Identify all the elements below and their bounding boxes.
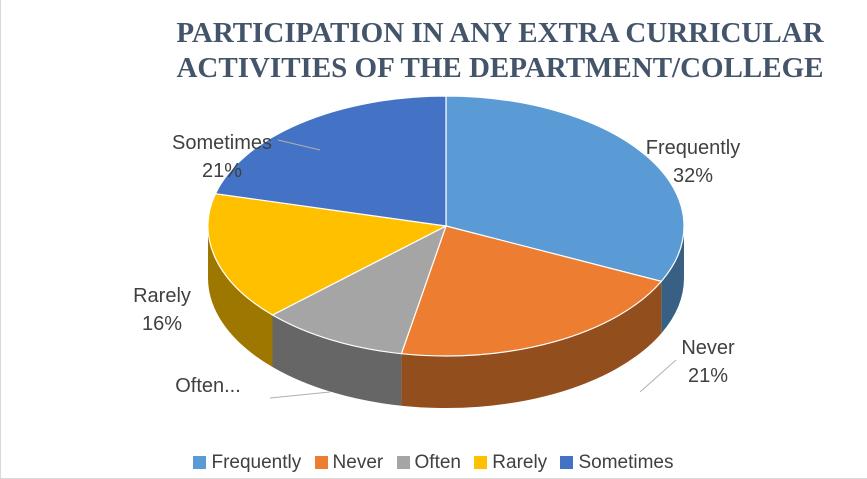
- pie-tops: [207, 95, 685, 357]
- leader-line-often: [269, 391, 331, 399]
- chart-title-line-1: PARTICIPATION IN ANY EXTRA CURRICULAR: [176, 17, 824, 49]
- chart-title: PARTICIPATION IN ANY EXTRA CURRICULAR AC…: [140, 16, 860, 86]
- legend-label: Frequently: [211, 452, 302, 473]
- data-label-never: Never: [681, 337, 735, 359]
- pie-labels: Frequently 32% Never 21% Often... Rarely 16% So…: [133, 132, 740, 397]
- chart-title-line-2: ACTIVITIES OF THE DEPARTMENT/COLLEGE: [176, 52, 824, 84]
- pie-slice-sometimes: [214, 95, 447, 227]
- legend-swatch: [314, 456, 328, 469]
- data-label-pct-frequently: 32%: [673, 165, 713, 187]
- pie-slice-often: [271, 225, 447, 355]
- legend: Frequently Never Often Rarely Sometimes: [0, 452, 867, 474]
- legend-label: Often: [414, 452, 461, 473]
- data-label-sometimes: Sometimes: [172, 132, 272, 154]
- legend-label: Rarely: [492, 452, 548, 473]
- legend-swatch: [474, 456, 488, 469]
- pie-leaders: [269, 139, 677, 399]
- legend-swatch: [560, 456, 574, 469]
- legend-swatch: [193, 456, 207, 469]
- legend-label: Sometimes: [578, 452, 674, 473]
- legend-label: Never: [332, 452, 384, 473]
- legend-item-rarely[interactable]: Rarely: [474, 452, 547, 474]
- legend-item-often[interactable]: Often: [396, 452, 461, 474]
- leader-line-never: [639, 359, 677, 393]
- data-label-rarely: Rarely: [133, 285, 191, 307]
- pie-side-often: [272, 314, 402, 406]
- pie-side-rarely: [208, 226, 273, 367]
- legend-item-frequently[interactable]: Frequently: [193, 452, 301, 474]
- data-label-pct-rarely: 16%: [142, 313, 182, 335]
- pie-slice-never: [400, 225, 662, 357]
- leader-line-sometimes: [277, 139, 321, 151]
- legend-item-sometimes[interactable]: Sometimes: [560, 452, 674, 474]
- pie-slice-rarely: [207, 193, 447, 316]
- legend-swatch: [396, 456, 410, 469]
- data-label-pct-sometimes: 21%: [202, 160, 242, 182]
- pie-side-frequently: [661, 226, 684, 334]
- pie-sides: [208, 226, 684, 409]
- pie-side-never: [401, 281, 662, 409]
- legend-item-never[interactable]: Never: [314, 452, 384, 474]
- data-label-frequently: Frequently: [646, 137, 741, 159]
- data-label-pct-never: 21%: [688, 365, 728, 387]
- pie-slice-frequently: [445, 95, 685, 282]
- data-label-often: Often...: [175, 375, 241, 397]
